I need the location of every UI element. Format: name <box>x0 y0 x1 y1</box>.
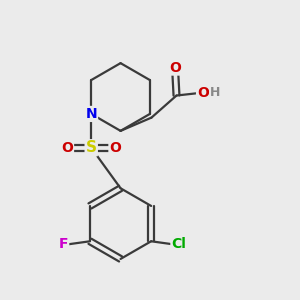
Text: H: H <box>210 86 220 99</box>
Text: Cl: Cl <box>171 237 186 251</box>
Text: N: N <box>85 107 97 121</box>
Text: S: S <box>86 140 97 155</box>
Text: O: O <box>110 141 121 155</box>
Text: O: O <box>61 141 73 155</box>
Text: O: O <box>169 61 181 75</box>
Text: F: F <box>59 237 68 251</box>
Text: O: O <box>197 85 209 100</box>
